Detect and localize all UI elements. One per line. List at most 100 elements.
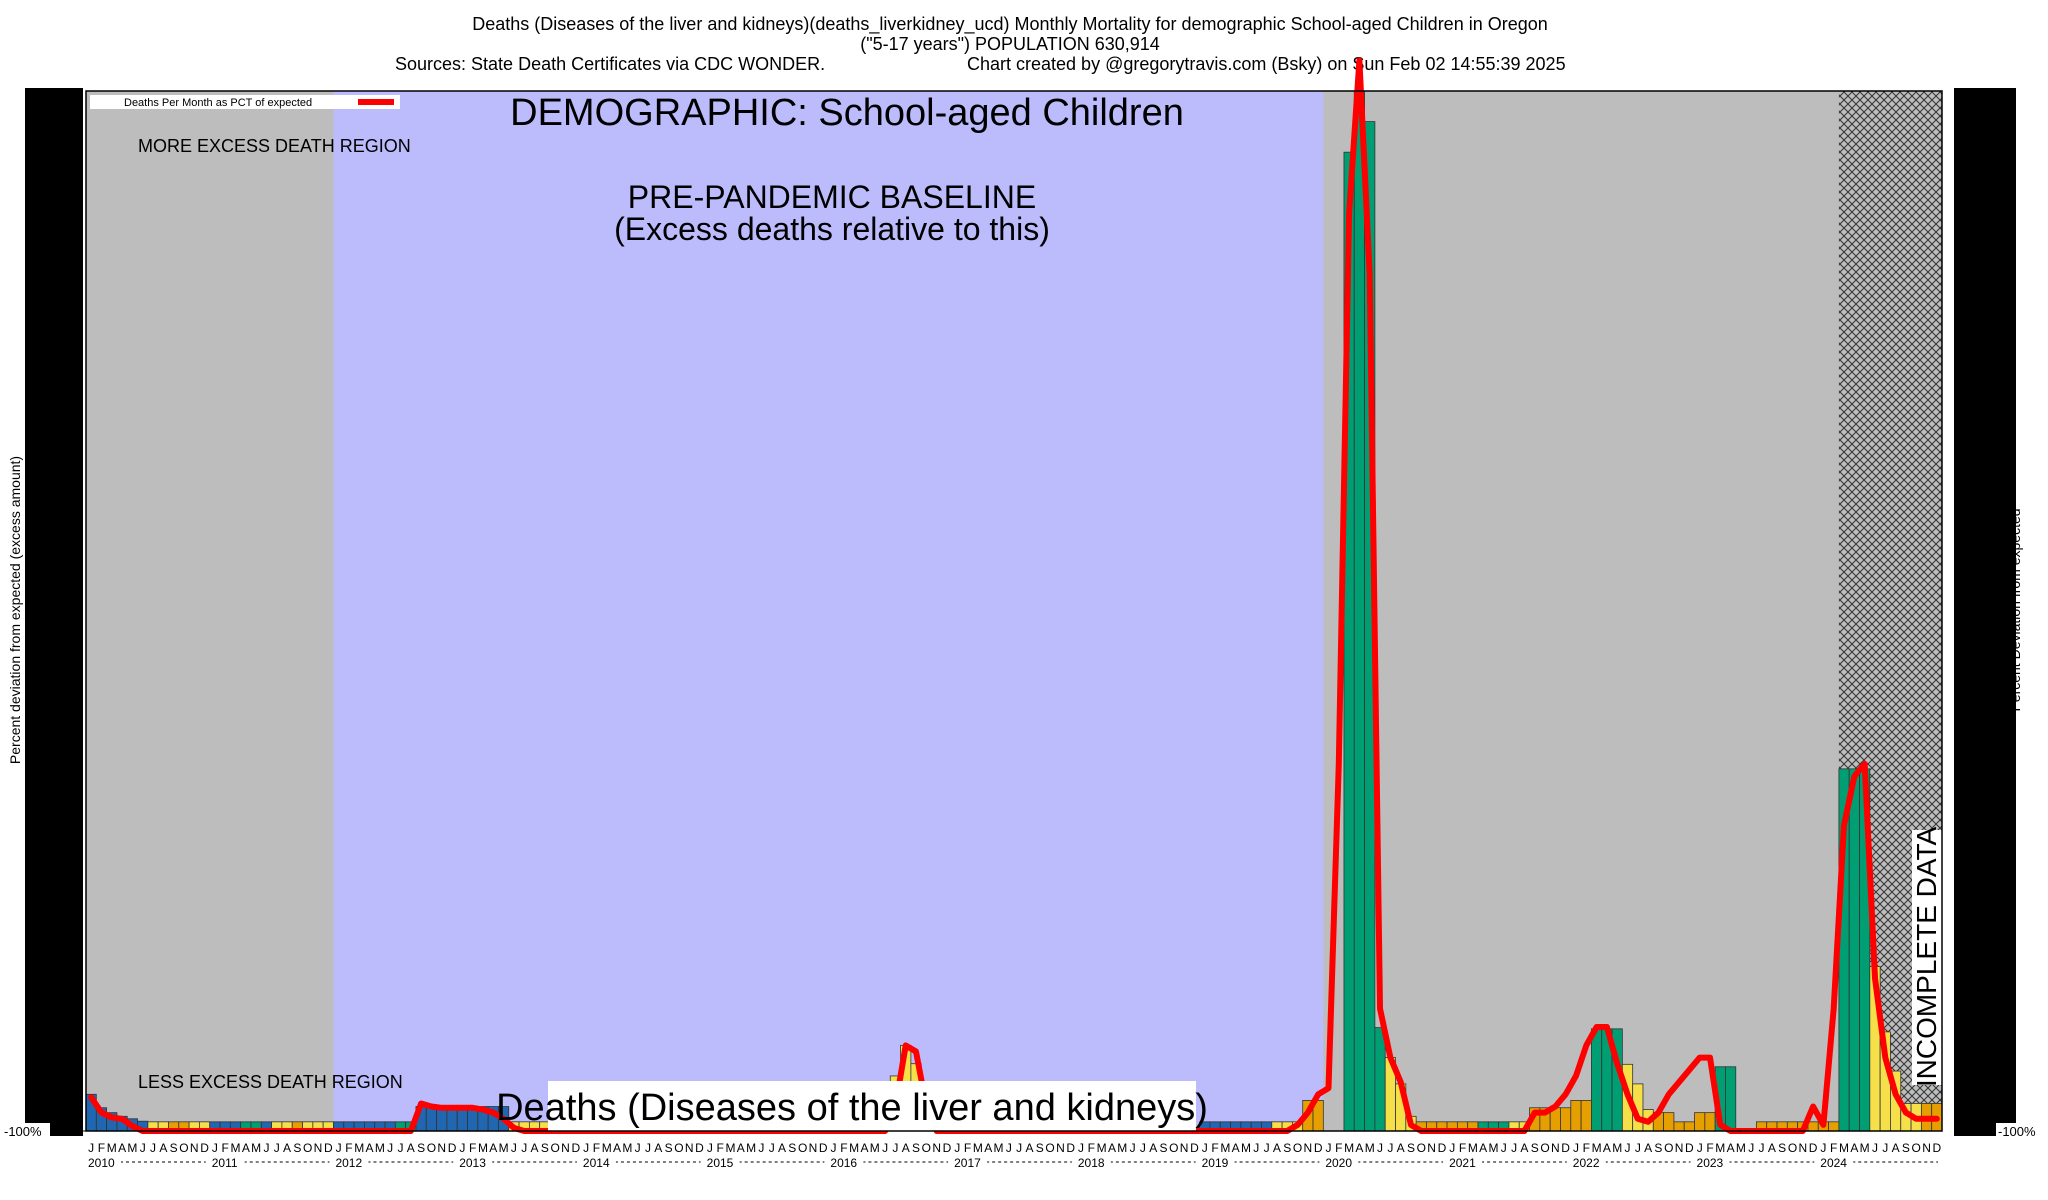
tick-label-bg	[1996, 1123, 2046, 1139]
year-bg	[1571, 1155, 1606, 1169]
x-tick-label: J	[1264, 1141, 1270, 1155]
y2-axis-band	[1954, 88, 2016, 1136]
year-label: 2024	[1820, 1156, 1847, 1170]
x-tick-label: J	[1882, 1141, 1888, 1155]
year-bg	[1819, 1155, 1854, 1169]
y-axis-band	[25, 88, 83, 1136]
x-tick-label: A	[283, 1141, 291, 1155]
year-bg	[581, 1155, 616, 1169]
bar	[1704, 1112, 1716, 1132]
x-tick-label: D	[1809, 1141, 1818, 1155]
x-tick-label: M	[870, 1141, 880, 1155]
x-tick-label: J	[397, 1141, 403, 1155]
x-tick-label: F	[964, 1141, 971, 1155]
cause-label: Deaths (Diseases of the liver and kidney…	[496, 1087, 1208, 1129]
x-tick-label: J	[88, 1141, 94, 1155]
tick-label-bg	[2, 1123, 50, 1139]
x-tick-label: S	[788, 1141, 796, 1155]
x-tick-label: J	[140, 1141, 146, 1155]
x-tick-label: N	[1922, 1141, 1931, 1155]
less-region-label: LESS EXCESS DEATH REGION	[138, 1072, 403, 1092]
x-tick-label: A	[489, 1141, 497, 1155]
x-tick-label: F	[1088, 1141, 1095, 1155]
chart-subtitle: ("5-17 years") POPULATION 630,914	[860, 34, 1160, 54]
x-tick-label: N	[1675, 1141, 1684, 1155]
x-tick-label: N	[1180, 1141, 1189, 1155]
x-tick-label: J	[1625, 1141, 1631, 1155]
x-tick-label: S	[912, 1141, 920, 1155]
bar	[1807, 1121, 1819, 1132]
x-tick-label: O	[1540, 1141, 1549, 1155]
bar	[1663, 1112, 1675, 1132]
x-tick-label: A	[242, 1141, 250, 1155]
x-tick-label: M	[725, 1141, 735, 1155]
x-tick-label: M	[1715, 1141, 1725, 1155]
x-tick-label: A	[407, 1141, 415, 1155]
year-label: 2022	[1573, 1156, 1600, 1170]
x-tick-label: A	[737, 1141, 745, 1155]
x-tick-label: M	[849, 1141, 859, 1155]
x-tick-label: J	[707, 1141, 713, 1155]
x-tick-label: J	[1872, 1141, 1878, 1155]
x-tick-label: F	[222, 1141, 229, 1155]
x-tick-label: F	[1583, 1141, 1590, 1155]
x-tick-label: O	[798, 1141, 807, 1155]
legend-label: Deaths Per Month as PCT of expected	[124, 97, 312, 109]
x-tick-label: O	[922, 1141, 931, 1155]
bar	[1560, 1107, 1572, 1132]
year-bg	[334, 1155, 369, 1169]
x-tick-label: F	[840, 1141, 847, 1155]
year-label: 2012	[335, 1156, 362, 1170]
x-tick-label: A	[1603, 1141, 1611, 1155]
x-tick-label: F	[1335, 1141, 1342, 1155]
x-tick-label: N	[190, 1141, 199, 1155]
y2-axis-label: Percent Deviation from expected	[2007, 508, 2023, 711]
x-tick-label: J	[1140, 1141, 1146, 1155]
x-tick-label: J	[336, 1141, 342, 1155]
baseline-region	[333, 91, 1324, 1131]
year-bg	[705, 1155, 740, 1169]
x-tick-label: M	[1365, 1141, 1375, 1155]
x-tick-label: J	[954, 1141, 960, 1155]
x-tick-label: S	[170, 1141, 178, 1155]
x-tick-label: D	[1190, 1141, 1199, 1155]
x-tick-label: S	[1407, 1141, 1415, 1155]
x-tick-label: N	[314, 1141, 323, 1155]
x-tick-label: S	[417, 1141, 425, 1155]
x-tick-label: M	[375, 1141, 385, 1155]
x-tick-label: A	[860, 1141, 868, 1155]
x-tick-label: M	[231, 1141, 241, 1155]
chart-title: Deaths (Diseases of the liver and kidney…	[472, 14, 1548, 35]
x-tick-label: F	[716, 1141, 723, 1155]
x-tick-label: J	[892, 1141, 898, 1155]
x-tick-label: M	[973, 1141, 983, 1155]
x-tick-label: A	[1479, 1141, 1487, 1155]
x-tick-label: J	[1078, 1141, 1084, 1155]
x-tick-label: J	[583, 1141, 589, 1155]
x-tick-label: M	[1468, 1141, 1478, 1155]
x-tick-label: J	[1253, 1141, 1259, 1155]
year-label: 2021	[1449, 1156, 1476, 1170]
x-tick-label: A	[118, 1141, 126, 1155]
x-tick-label: D	[695, 1141, 704, 1155]
x-tick-label: N	[561, 1141, 570, 1155]
x-tick-label: O	[1293, 1141, 1302, 1155]
x-tick-label: M	[1220, 1141, 1230, 1155]
x-tick-label: A	[654, 1141, 662, 1155]
x-tick-label: N	[1427, 1141, 1436, 1155]
bar	[1683, 1121, 1695, 1132]
x-tick-label: D	[571, 1141, 580, 1155]
x-tick-label: O	[674, 1141, 683, 1155]
x-tick-label: O	[1912, 1141, 1921, 1155]
x-tick-label: N	[1798, 1141, 1807, 1155]
x-tick-label: S	[1654, 1141, 1662, 1155]
x-tick-label: D	[324, 1141, 333, 1155]
x-tick-label: D	[1314, 1141, 1323, 1155]
x-tick-label: J	[645, 1141, 651, 1155]
bar	[1580, 1100, 1592, 1132]
x-tick-label: J	[769, 1141, 775, 1155]
x-tick-label: M	[622, 1141, 632, 1155]
year-label: 2011	[212, 1156, 238, 1170]
x-tick-label: N	[1304, 1141, 1313, 1155]
x-tick-label: F	[1830, 1141, 1837, 1155]
